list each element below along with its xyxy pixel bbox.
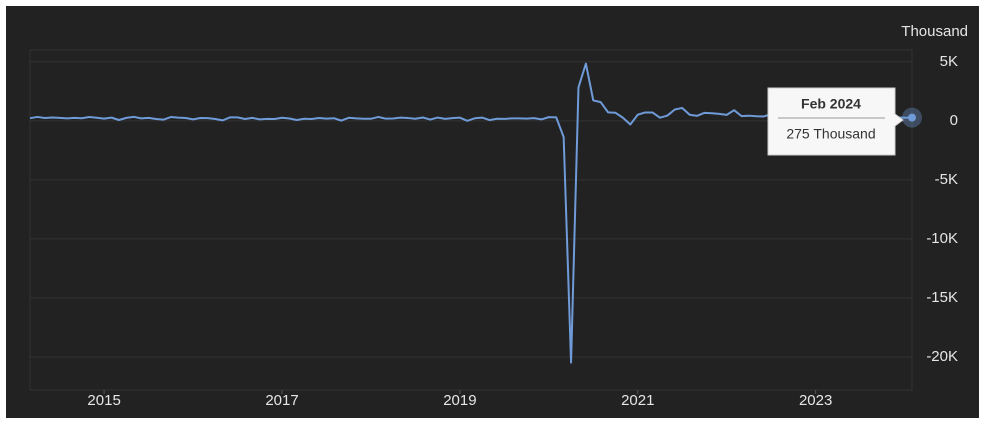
- y-tick-label: 5K: [940, 53, 958, 70]
- tooltip-title: Feb 2024: [801, 96, 861, 112]
- x-tick-label: 2015: [87, 392, 120, 409]
- y-tick-label: 0: [950, 112, 958, 129]
- hover-point: [908, 113, 916, 122]
- x-tick-label: 2019: [443, 392, 476, 409]
- x-tick-label: 2021: [621, 392, 654, 409]
- tooltip-text: 275 Thousand: [786, 126, 875, 142]
- y-tick-label: -20K: [926, 348, 958, 365]
- x-tick-label: 2017: [265, 392, 298, 409]
- plot-area: [29, 49, 913, 391]
- chart-background: [6, 6, 979, 418]
- tooltip-box: [767, 87, 904, 156]
- y-tick-label: -15K: [926, 289, 958, 306]
- tooltip: Feb 2024 275 Thousand: [767, 87, 904, 156]
- y-tick-label: -5K: [935, 171, 958, 188]
- x-tick-label: 2023: [799, 392, 832, 409]
- y-tick-label: -10K: [926, 230, 958, 247]
- data-line: [29, 62, 913, 364]
- unit-label: Thousand: [901, 23, 968, 40]
